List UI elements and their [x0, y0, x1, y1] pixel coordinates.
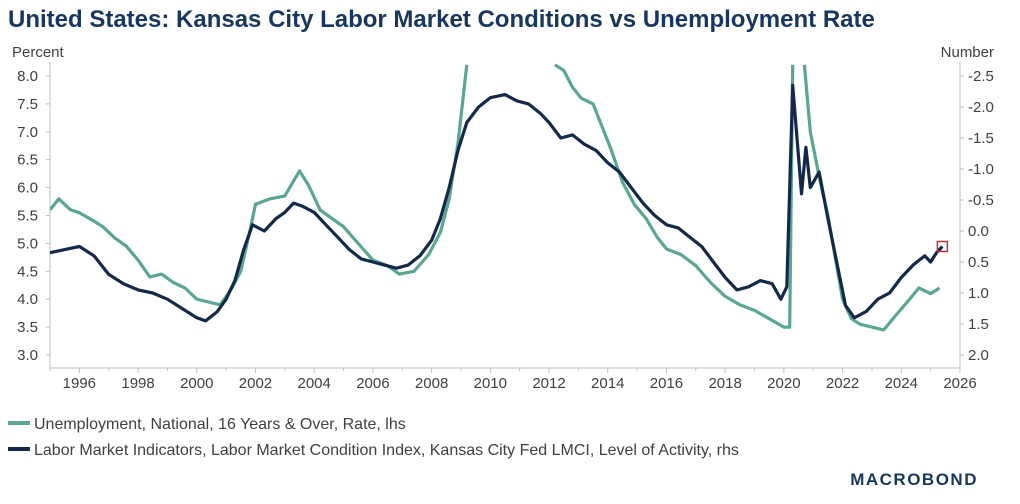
legend-swatch-unemployment [8, 420, 30, 425]
right-tick-label: -1.5 [968, 130, 994, 147]
right-tick-label: -2.0 [968, 99, 994, 116]
x-tick-label: 2006 [356, 375, 389, 392]
series-unemployment-line [554, 63, 795, 329]
left-tick-label: 5.0 [17, 235, 38, 252]
legend-item-unemployment: Unemployment, National, 16 Years & Over,… [8, 416, 406, 434]
x-tick-label: 2016 [650, 375, 683, 392]
left-tick-label: 7.5 [17, 96, 38, 113]
left-tick-label: 3.5 [17, 319, 38, 336]
left-tick-label: 7.0 [17, 124, 38, 141]
x-tick-label: 1998 [121, 375, 154, 392]
chart-title: United States: Kansas City Labor Market … [8, 6, 875, 33]
x-tick-label: 2000 [180, 375, 213, 392]
left-tick-label: 3.0 [17, 347, 38, 364]
series-lmci-line [50, 83, 944, 323]
x-tick-label: 2010 [474, 375, 507, 392]
left-tick-label: 5.5 [17, 208, 38, 225]
right-tick-label: 1.5 [968, 316, 989, 333]
left-tick-label: 4.5 [17, 263, 38, 280]
x-tick-label: 2020 [767, 375, 800, 392]
x-tick-label: 2004 [298, 375, 331, 392]
x-tick-label: 2014 [591, 375, 624, 392]
series-unemployment-line [50, 64, 469, 307]
x-tick-label: 2026 [943, 375, 976, 392]
chart-area: Percent Number 8.0 7.5 7.0 6.5 6.0 5.5 5.0 4.5 4.0… [12, 44, 994, 392]
right-tick-label: -0.5 [968, 192, 994, 209]
x-tick-label: 2008 [415, 375, 448, 392]
x-tick-label: 2012 [532, 375, 565, 392]
right-tick-label: 2.0 [968, 347, 989, 364]
right-tick-label: 0.0 [968, 223, 989, 240]
legend-label-unemployment: Unemployment, National, 16 Years & Over,… [34, 416, 406, 433]
latest-value-marker [936, 240, 949, 253]
right-tick-label: -2.5 [968, 68, 994, 85]
right-tick-label: -1.0 [968, 161, 994, 178]
right-tick-label: 0.5 [968, 254, 989, 271]
x-tick-label: 2022 [826, 375, 859, 392]
left-tick-label: 6.5 [17, 152, 38, 169]
legend-swatch-lmci [8, 446, 30, 451]
macrobond-logo: MACROBOND [850, 470, 978, 489]
legend-item-lmci: Labor Market Indicators, Labor Market Co… [8, 442, 739, 460]
x-tick-label: 2024 [885, 375, 918, 392]
x-tick-label: 1996 [63, 375, 96, 392]
x-tick-label: 2002 [239, 375, 272, 392]
left-tick-label: 4.0 [17, 291, 38, 308]
right-tick-label: 1.0 [968, 285, 989, 302]
left-axis-label: Percent [12, 44, 65, 61]
left-tick-label: 8.0 [17, 68, 38, 85]
right-axis-label: Number [941, 44, 994, 61]
x-tick-label: 2018 [708, 375, 741, 392]
legend-label-lmci: Labor Market Indicators, Labor Market Co… [34, 442, 739, 459]
left-tick-label: 6.0 [17, 180, 38, 197]
